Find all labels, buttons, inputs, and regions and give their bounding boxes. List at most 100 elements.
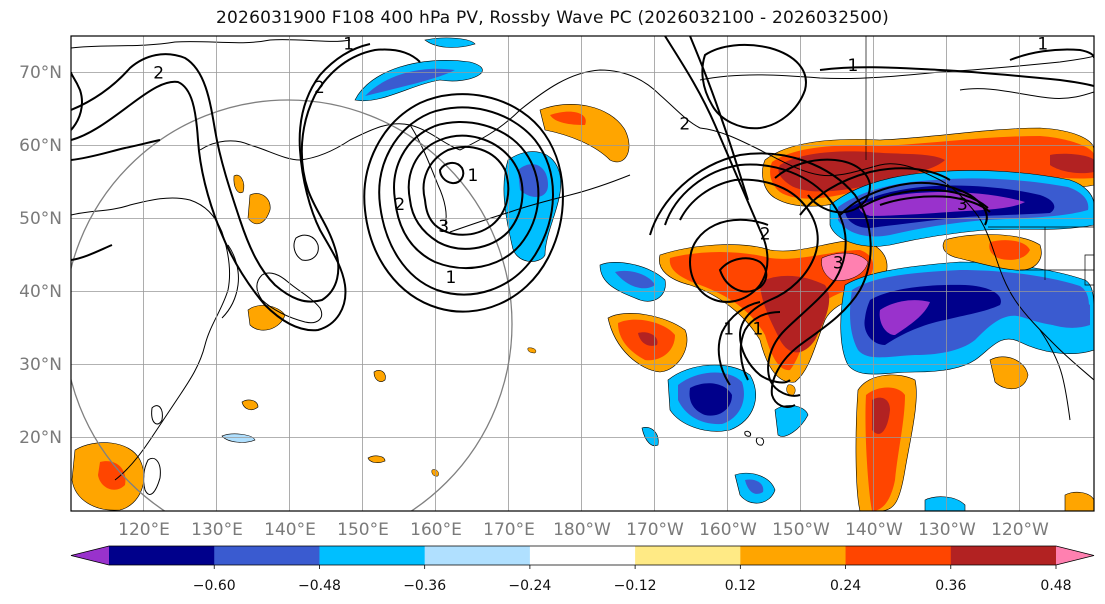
contour-high-1 xyxy=(422,145,510,236)
lon-label-160w: 160°W xyxy=(699,520,757,540)
negative-anomaly-okhotsk-core xyxy=(365,68,455,96)
contour-label: 1 xyxy=(847,56,858,76)
map-frame xyxy=(70,35,1095,512)
colorbar-tick-label: 0.12 xyxy=(725,578,756,594)
contour-trough-8 xyxy=(739,311,781,381)
colorbar-tick-label: 0.48 xyxy=(1040,578,1071,594)
gridlines xyxy=(71,36,1094,511)
coastlines xyxy=(71,39,1094,495)
contour-label: 2 xyxy=(760,224,771,244)
colorbar-tick-label: −0.24 xyxy=(508,578,551,594)
contour-trough-4 xyxy=(664,163,847,397)
positive-anomaly-small-3 xyxy=(373,370,386,382)
colorbar-segment xyxy=(424,546,531,565)
positive-anomaly-tiny-2 xyxy=(527,347,537,354)
lon-label-180w: 180°W xyxy=(553,520,611,540)
positive-anomaly-small-2 xyxy=(367,455,386,463)
contour-high-5 xyxy=(363,93,564,313)
contour-label: 1 xyxy=(343,34,354,54)
colorbar-segment xyxy=(109,546,215,565)
positive-anomaly-subtropical-west-core xyxy=(638,332,658,346)
negative-anomaly-south-small-core xyxy=(745,479,764,494)
colorbar-tick-label: −0.48 xyxy=(298,578,341,594)
negative-anomaly-subtropical-south-core xyxy=(689,383,732,416)
pv-contours xyxy=(71,36,1094,408)
contour-west-2 xyxy=(71,43,371,332)
colorbar-tick-label: 0.36 xyxy=(935,578,966,594)
coast-aleutians xyxy=(449,174,631,233)
coast-arctic-north-america xyxy=(699,55,1094,81)
contour-trough-2 xyxy=(689,36,749,201)
lat-label-20n: 20°N xyxy=(19,428,62,448)
contour-ne-4 xyxy=(879,195,991,213)
negative-anomaly-south-edge xyxy=(924,496,966,511)
contour-high-4 xyxy=(378,106,554,296)
contour-label: 2 xyxy=(153,64,164,84)
lat-label-30n: 30°N xyxy=(19,355,62,375)
contour-label: 2 xyxy=(314,78,325,98)
contour-label: 3 xyxy=(438,217,449,237)
negative-anomaly-southeast-small xyxy=(774,405,809,437)
chart-title: 2026031900 F108 400 hPa PV, Rossby Wave … xyxy=(216,8,889,28)
positive-anomaly-south-china-sea-core xyxy=(98,461,126,490)
coast-bering xyxy=(459,69,701,151)
lon-label-130e: 130°E xyxy=(191,520,243,540)
contour-label: 1 xyxy=(1037,34,1048,54)
contour-trough-7 xyxy=(717,301,761,386)
colorbar-segment xyxy=(635,546,741,565)
contour-polar-1 xyxy=(701,43,807,130)
contour-label: 1 xyxy=(723,319,734,339)
coast-hudson-area xyxy=(959,88,1094,99)
colorbar-tick-label: −0.12 xyxy=(614,578,657,594)
negative-anomaly-east-pacific-peak xyxy=(879,300,930,335)
contour-west-1 xyxy=(71,48,421,303)
coast-alaska xyxy=(699,127,1094,381)
positive-anomaly-bering-core xyxy=(550,111,586,125)
lon-label-130w: 130°W xyxy=(918,520,976,540)
colorbar-segment xyxy=(845,546,952,565)
lon-label-150e: 150°E xyxy=(337,520,389,540)
contour-ne-1 xyxy=(799,167,951,216)
negative-anomaly-north xyxy=(424,37,476,48)
negative-anomaly-subtropical-north-core xyxy=(615,270,655,289)
contour-ne-5 xyxy=(774,158,872,214)
colorbar-segment xyxy=(529,546,636,565)
lat-label-50n: 50°N xyxy=(19,209,62,229)
contour-label: 1 xyxy=(467,166,478,186)
positive-anomaly-southeast-edge xyxy=(1064,491,1094,511)
positive-anomaly-main-trough-core xyxy=(760,275,830,353)
lon-label-120e: 120°E xyxy=(118,520,170,540)
pv-anomaly-shading xyxy=(71,37,1094,511)
contour-west-4 xyxy=(71,244,113,261)
lat-label-70n: 70°N xyxy=(19,63,62,83)
contour-polar-2 xyxy=(819,66,1094,87)
lon-label-170w: 170°W xyxy=(626,520,684,540)
contour-trough-3 xyxy=(679,178,819,384)
contour-high-6 xyxy=(438,162,465,185)
colorbar xyxy=(70,545,1095,569)
latitude-labels: 70°N 60°N 50°N 40°N 30°N 20°N xyxy=(19,63,62,448)
lon-label-170e: 170°E xyxy=(483,520,535,540)
lat-label-60n: 60°N xyxy=(19,136,62,156)
colorbar-tick-label: −0.60 xyxy=(193,578,236,594)
colorbar-tick-label: −0.36 xyxy=(403,578,446,594)
coast-japan xyxy=(256,272,323,324)
coast-okhotsk xyxy=(199,123,461,161)
positive-anomaly-small-1 xyxy=(241,399,259,411)
contour-ne-3 xyxy=(859,188,989,209)
coast-korea xyxy=(221,244,239,319)
lat-label-40n: 40°N xyxy=(19,282,62,302)
contour-polar-3 xyxy=(1009,48,1094,61)
negative-anomaly-central-core xyxy=(518,164,548,197)
colorbar-tick-label: 0.24 xyxy=(830,578,861,594)
colorbar-extend-high xyxy=(1056,546,1094,565)
contour-label: 3 xyxy=(957,195,968,215)
coast-kamchatka xyxy=(409,124,447,226)
colorbar-segment xyxy=(740,546,847,565)
colorbar-segment xyxy=(950,546,1057,565)
coast-siberia-north xyxy=(71,39,351,49)
coast-taiwan xyxy=(151,405,163,425)
contour-high-2 xyxy=(407,134,524,250)
